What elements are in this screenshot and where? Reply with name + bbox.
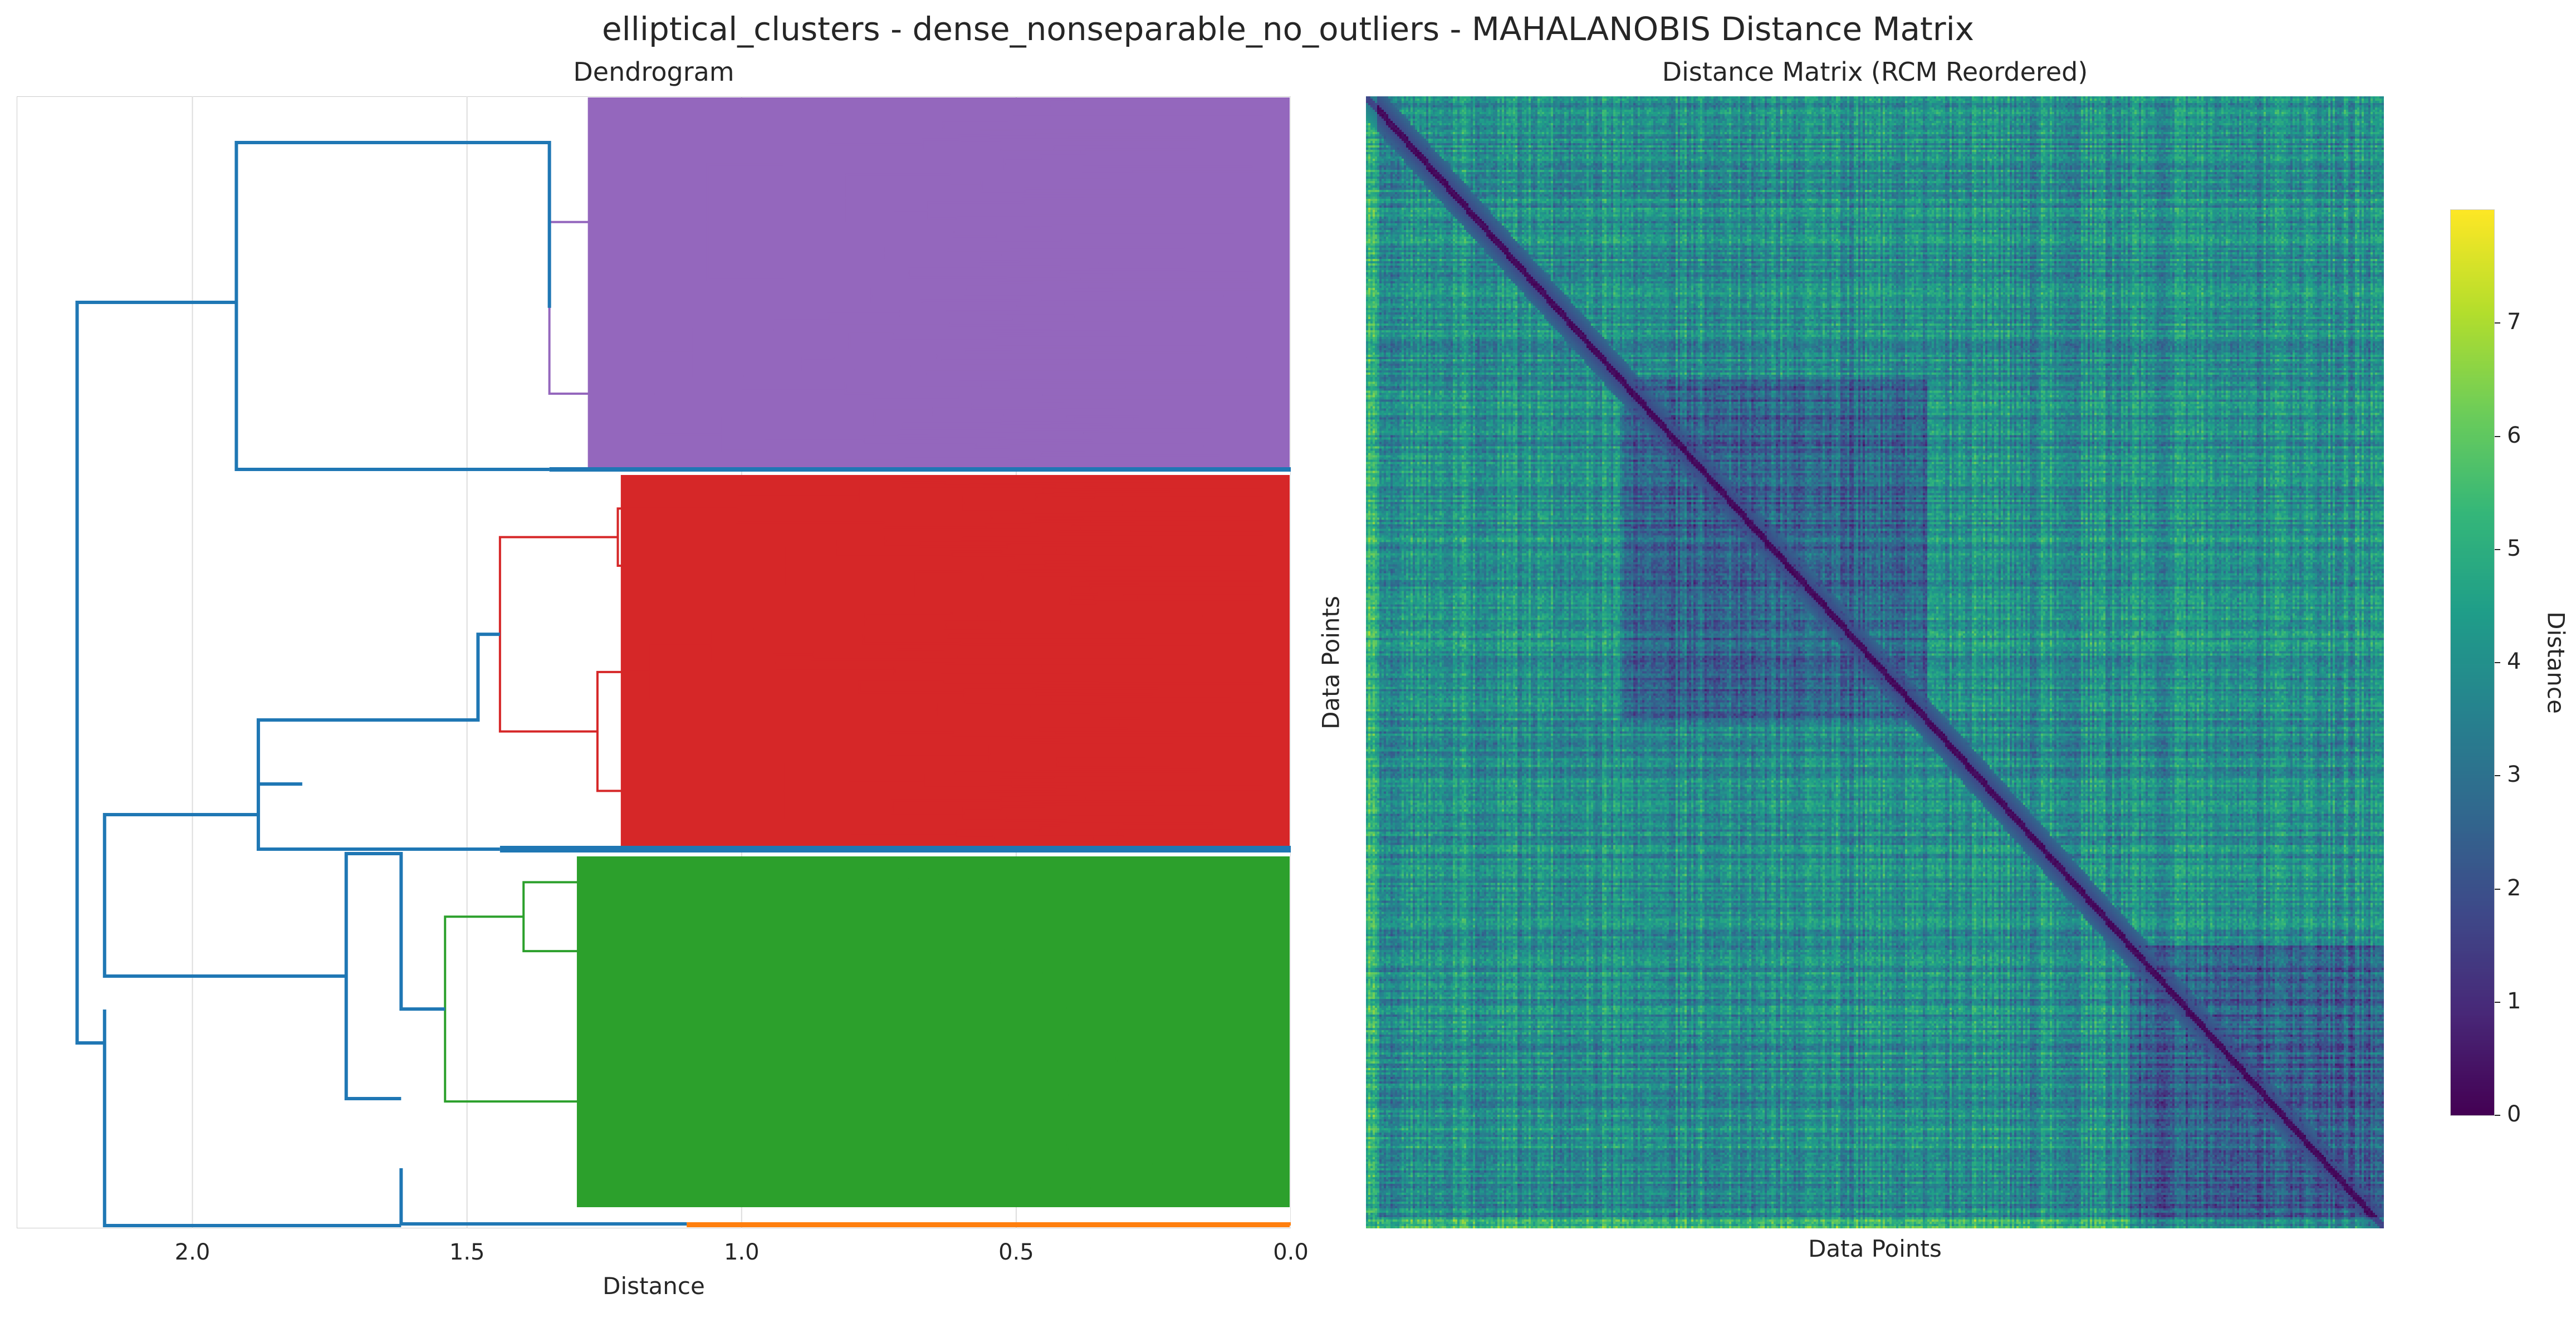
dendrogram-xlabel: Distance bbox=[603, 1272, 705, 1300]
dendrogram-xtick-3: 0.5 bbox=[998, 1239, 1034, 1265]
colorbar-tick-2: 2 bbox=[2507, 875, 2521, 901]
dendrogram-xtick-2: 1.0 bbox=[723, 1239, 760, 1265]
colorbar-tick-mark-7 bbox=[2495, 322, 2500, 324]
colorbar-tick-1: 1 bbox=[2507, 988, 2521, 1014]
dendrogram-xtick-0: 2.0 bbox=[174, 1239, 210, 1265]
green-link bbox=[1130, 1165, 1171, 1169]
colorbar-tick-mark-4 bbox=[2495, 662, 2500, 663]
red-link bbox=[1110, 530, 1131, 534]
figure-title: elliptical_clusters - dense_nonseparable… bbox=[601, 10, 1975, 48]
blue-link-lower bbox=[102, 813, 346, 978]
colorbar-tick-0: 0 bbox=[2507, 1101, 2521, 1127]
purple-link bbox=[1010, 244, 1067, 249]
blue-link-bottom bbox=[102, 1010, 401, 1227]
colorbar-tick-mark-2 bbox=[2495, 888, 2500, 890]
blue-link-green bbox=[344, 852, 445, 1100]
purple-link bbox=[1020, 298, 1042, 303]
blue-link-purple bbox=[234, 141, 551, 471]
colorbar-tick-7: 7 bbox=[2507, 309, 2521, 335]
blue-link-root bbox=[75, 301, 237, 1045]
colorbar-tick-mark-0 bbox=[2495, 1115, 2500, 1116]
colorbar-label: Distance bbox=[2542, 611, 2570, 714]
dendrogram-xtick-4: 0.0 bbox=[1273, 1239, 1309, 1265]
dendrogram-plot bbox=[17, 96, 1291, 1228]
blue-link-red bbox=[256, 633, 500, 851]
red-link bbox=[1021, 795, 1086, 800]
colorbar-tick-mark-6 bbox=[2495, 435, 2500, 437]
green-link bbox=[1015, 1148, 1069, 1153]
colorbar-tick-mark-5 bbox=[2495, 548, 2500, 550]
colorbar-tick-3: 3 bbox=[2507, 762, 2521, 788]
heatmap-ylabel: Data Points bbox=[1317, 596, 1345, 729]
heatmap-title: Distance Matrix (RCM Reordered) bbox=[1662, 57, 2088, 87]
colorbar bbox=[2450, 209, 2495, 1116]
colorbar-tick-mark-1 bbox=[2495, 1001, 2500, 1003]
dendrogram-title: Dendrogram bbox=[573, 57, 734, 87]
dendrogram-xtick-1: 1.5 bbox=[449, 1239, 485, 1265]
colorbar-tick-mark-3 bbox=[2495, 775, 2500, 777]
distance-matrix-heatmap bbox=[1366, 96, 2384, 1228]
colorbar-tick-5: 5 bbox=[2507, 535, 2521, 561]
colorbar-tick-6: 6 bbox=[2507, 422, 2521, 448]
colorbar-tick-4: 4 bbox=[2507, 649, 2521, 674]
heatmap-xlabel: Data Points bbox=[1808, 1235, 1942, 1262]
